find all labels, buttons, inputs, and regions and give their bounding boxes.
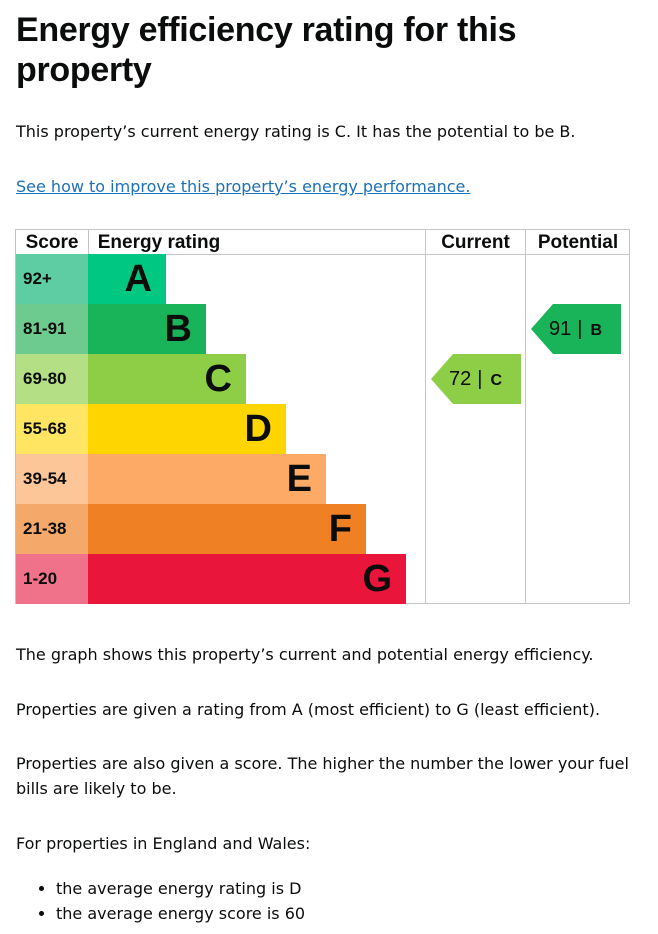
graph-note: The graph shows this property’s current …: [16, 645, 594, 664]
score-range-g: 1-20: [16, 554, 88, 604]
current-rating-arrow-score: 72: [449, 368, 472, 390]
rating-band-a: A: [88, 254, 166, 304]
band-letter: C: [204, 358, 232, 400]
energy-rating-chart: Score Energy rating Current Potential 92…: [15, 229, 630, 604]
rating-column-header: Energy rating: [97, 232, 221, 253]
score-note: Properties are also given a score. The h…: [16, 754, 629, 798]
rating-band-d: D: [88, 404, 286, 454]
separator: |: [477, 368, 483, 390]
score-range-a: 92+: [16, 254, 88, 304]
region-note: For properties in England and Wales:: [16, 834, 311, 853]
band-letter: G: [362, 558, 392, 600]
band-letter: D: [244, 408, 272, 450]
list-item: the average energy rating is D: [56, 876, 305, 901]
potential-rating-arrow: 91 | B: [531, 304, 621, 354]
current-column-header: Current: [441, 232, 510, 253]
band-letter: F: [328, 508, 352, 550]
page-title: Energy efficiency rating for this proper…: [16, 11, 517, 89]
potential-rating-arrow-score: 91: [549, 318, 572, 340]
averages-list: the average energy rating is D the avera…: [16, 876, 305, 926]
rating-band-g: G: [88, 554, 406, 604]
rating-band-c: C: [88, 354, 246, 404]
score-range-e: 39-54: [16, 454, 88, 504]
rating-band-f: F: [88, 504, 366, 554]
divider: [525, 230, 526, 603]
band-letter: A: [124, 258, 152, 300]
score-range-f: 21-38: [16, 504, 88, 554]
score-range-c: 69-80: [16, 354, 88, 404]
divider: [425, 230, 426, 603]
current-rating-arrow: 72 | C: [431, 354, 521, 404]
header-divider: [16, 254, 629, 255]
intro-text: This property’s current energy rating is…: [16, 122, 576, 141]
band-letter: B: [164, 308, 192, 350]
list-item: the average energy score is 60: [56, 901, 305, 926]
rating-band-e: E: [88, 454, 326, 504]
band-letter: E: [286, 458, 312, 500]
score-range-b: 81-91: [16, 304, 88, 354]
separator: |: [577, 318, 583, 340]
potential-rating-arrow-shape: [531, 304, 621, 354]
improve-performance-link[interactable]: See how to improve this property’s energ…: [16, 177, 471, 196]
rating-note: Properties are given a rating from A (mo…: [16, 700, 601, 719]
current-rating-arrow-shape: [431, 354, 521, 404]
rating-band-b: B: [88, 304, 206, 354]
potential-rating-arrow-letter: B: [590, 322, 603, 339]
score-column-header: Score: [25, 232, 79, 253]
current-rating-arrow-letter: C: [490, 372, 503, 389]
potential-column-header: Potential: [537, 232, 619, 253]
score-range-d: 55-68: [16, 404, 88, 454]
